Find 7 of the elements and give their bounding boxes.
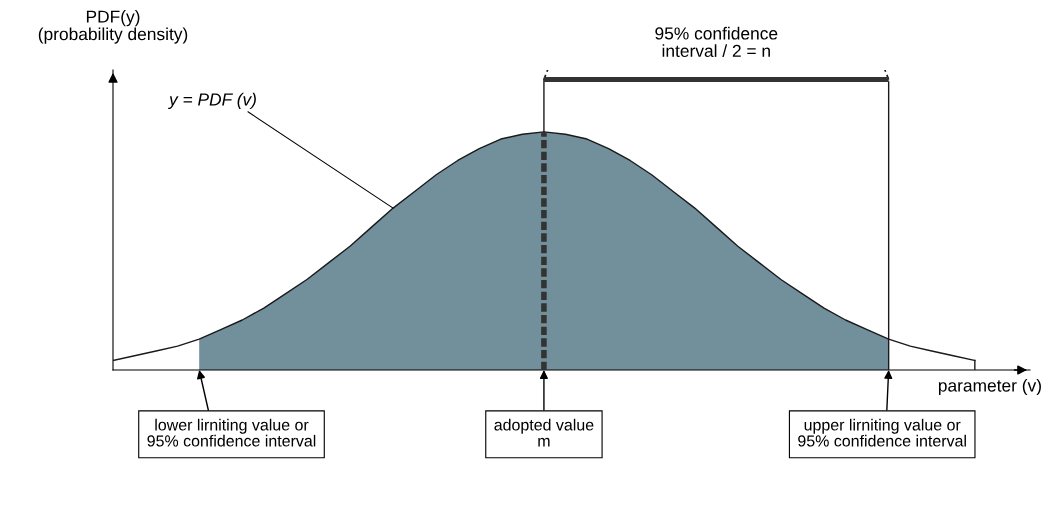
text: y = PDF (v) <box>168 92 256 110</box>
text: adopted value m <box>494 418 594 447</box>
text: 95% confidence interval / 2 = n <box>655 26 778 58</box>
text: upper lirniting value or 95% confidence interval <box>798 418 966 447</box>
text: PDF(y) (probability density) <box>38 10 188 44</box>
x-axis-title: parameter (v) <box>938 378 1041 396</box>
text: lower lirniting value or 95% confidence interval <box>147 418 316 447</box>
